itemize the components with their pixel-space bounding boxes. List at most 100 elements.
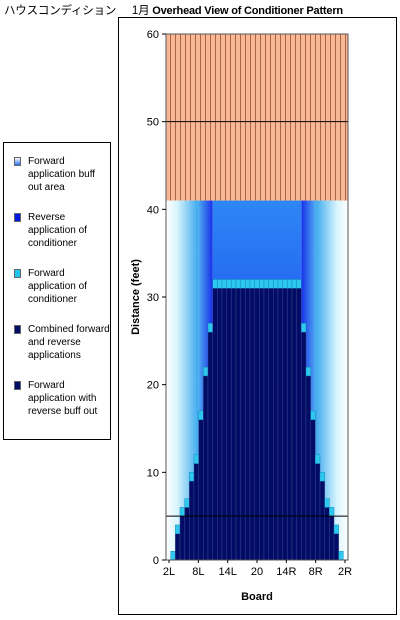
forward-band-segment	[268, 279, 274, 289]
legend-label: Forward application with reverse buff ou…	[28, 380, 98, 417]
x-tick-label: 8R	[309, 566, 323, 578]
legend-label: Forward application of conditioner	[28, 268, 87, 305]
title-text: Overhead View of Conditioner Pattern	[152, 5, 343, 17]
x-tick-label: 2L	[163, 566, 175, 578]
combined-column	[240, 288, 246, 561]
forward-band-segment	[249, 279, 255, 289]
combined-column	[235, 288, 241, 561]
y-axis-label: Distance (feet)	[130, 259, 142, 335]
buff-region	[166, 34, 348, 201]
combined-column	[329, 515, 335, 561]
legend-swatch	[14, 213, 21, 222]
combined-column	[296, 288, 302, 561]
combined-column	[315, 463, 321, 561]
legend-item: Forward application buff out area	[10, 155, 110, 194]
legend-label: Forward application buff out area	[28, 156, 96, 193]
forward-band-segment	[315, 454, 321, 464]
combined-column	[193, 463, 199, 561]
forward-band-segment	[273, 279, 279, 289]
forward-band-segment	[184, 498, 190, 508]
forward-band-segment	[170, 551, 176, 561]
combined-column	[333, 533, 339, 561]
forward-band-segment	[296, 279, 302, 289]
plot-area	[166, 34, 348, 561]
forward-band-segment	[245, 279, 251, 289]
y-tick-label: 60	[147, 29, 159, 41]
plot-frame	[118, 17, 397, 615]
forward-band-segment	[207, 323, 213, 333]
combined-column	[212, 288, 218, 561]
forward-band-segment	[287, 279, 293, 289]
forward-band-segment	[193, 454, 199, 464]
y-tick-label: 20	[147, 380, 159, 392]
combined-column	[226, 288, 232, 561]
combined-column	[324, 507, 330, 561]
combined-column	[184, 507, 190, 561]
forward-band-segment	[235, 279, 241, 289]
forward-band-segment	[291, 279, 297, 289]
y-tick-label: 30	[147, 292, 159, 304]
legend-swatch	[14, 269, 21, 278]
legend-swatch	[14, 157, 21, 166]
x-tick-label: 2R	[338, 566, 352, 578]
forward-band-segment	[329, 507, 335, 517]
forward-band-segment	[301, 323, 307, 333]
combined-column	[189, 480, 195, 561]
combined-column	[249, 288, 255, 561]
forward-band-segment	[175, 524, 181, 534]
forward-band-segment	[231, 279, 237, 289]
combined-column	[231, 288, 237, 561]
chart-title: ハウスコンディション 1月 Overhead View of Condition…	[4, 2, 398, 18]
combined-column	[263, 288, 269, 561]
forward-band-segment	[333, 524, 339, 534]
forward-band-segment	[240, 279, 246, 289]
legend-label: Combined forward and reverse application…	[28, 324, 110, 361]
title-month: 1月	[131, 5, 150, 17]
legend: Forward application buff out area Reverse…	[3, 142, 111, 440]
forward-band-segment	[277, 279, 283, 289]
combined-column	[203, 375, 209, 561]
combined-column	[301, 331, 307, 561]
x-tick-label: 14R	[276, 566, 296, 578]
combined-column	[254, 288, 260, 561]
combined-column	[207, 331, 213, 561]
combined-column	[245, 288, 251, 561]
forward-band-segment	[212, 279, 218, 289]
forward-band-segment	[259, 279, 265, 289]
combined-column	[291, 288, 297, 561]
forward-band-segment	[203, 366, 209, 377]
legend-item: Forward application with reverse buff ou…	[10, 379, 110, 418]
forward-band-segment	[254, 279, 260, 289]
forward-band-segment	[338, 551, 344, 561]
x-tick-label: 8L	[192, 566, 204, 578]
axes: 0 10 20 30 40 50 60 2L 8L 14L 20 14R 8R 2R Board Distan…	[130, 29, 352, 603]
x-tick-label: 20	[251, 566, 263, 578]
combined-column	[277, 288, 283, 561]
combined-column	[319, 480, 325, 561]
forward-band-segment	[263, 279, 269, 289]
legend-swatch	[14, 381, 21, 390]
forward-band-segment	[319, 472, 325, 482]
combined-column	[198, 419, 204, 561]
legend-label: Reverse application of conditioner	[28, 212, 87, 249]
combined-column	[273, 288, 279, 561]
legend-swatch	[14, 325, 21, 334]
combined-column	[259, 288, 265, 561]
combined-column	[282, 288, 288, 561]
y-tick-label: 50	[147, 117, 159, 129]
combined-column	[175, 533, 181, 561]
combined-column	[221, 288, 227, 561]
forward-band-segment	[221, 279, 227, 289]
forward-band-segment	[226, 279, 232, 289]
legend-item: Combined forward and reverse application…	[10, 323, 110, 362]
forward-band-segment	[179, 507, 185, 517]
y-tick-label: 10	[147, 467, 159, 479]
forward-band-segment	[217, 279, 223, 289]
combined-column	[268, 288, 274, 561]
legend-item: Reverse application of conditioner	[10, 211, 110, 250]
title-prefix: ハウスコンディション	[4, 5, 117, 17]
forward-band-segment	[324, 498, 330, 508]
forward-band-segment	[305, 366, 311, 377]
combined-column	[179, 515, 185, 561]
forward-band-segment	[189, 472, 195, 482]
